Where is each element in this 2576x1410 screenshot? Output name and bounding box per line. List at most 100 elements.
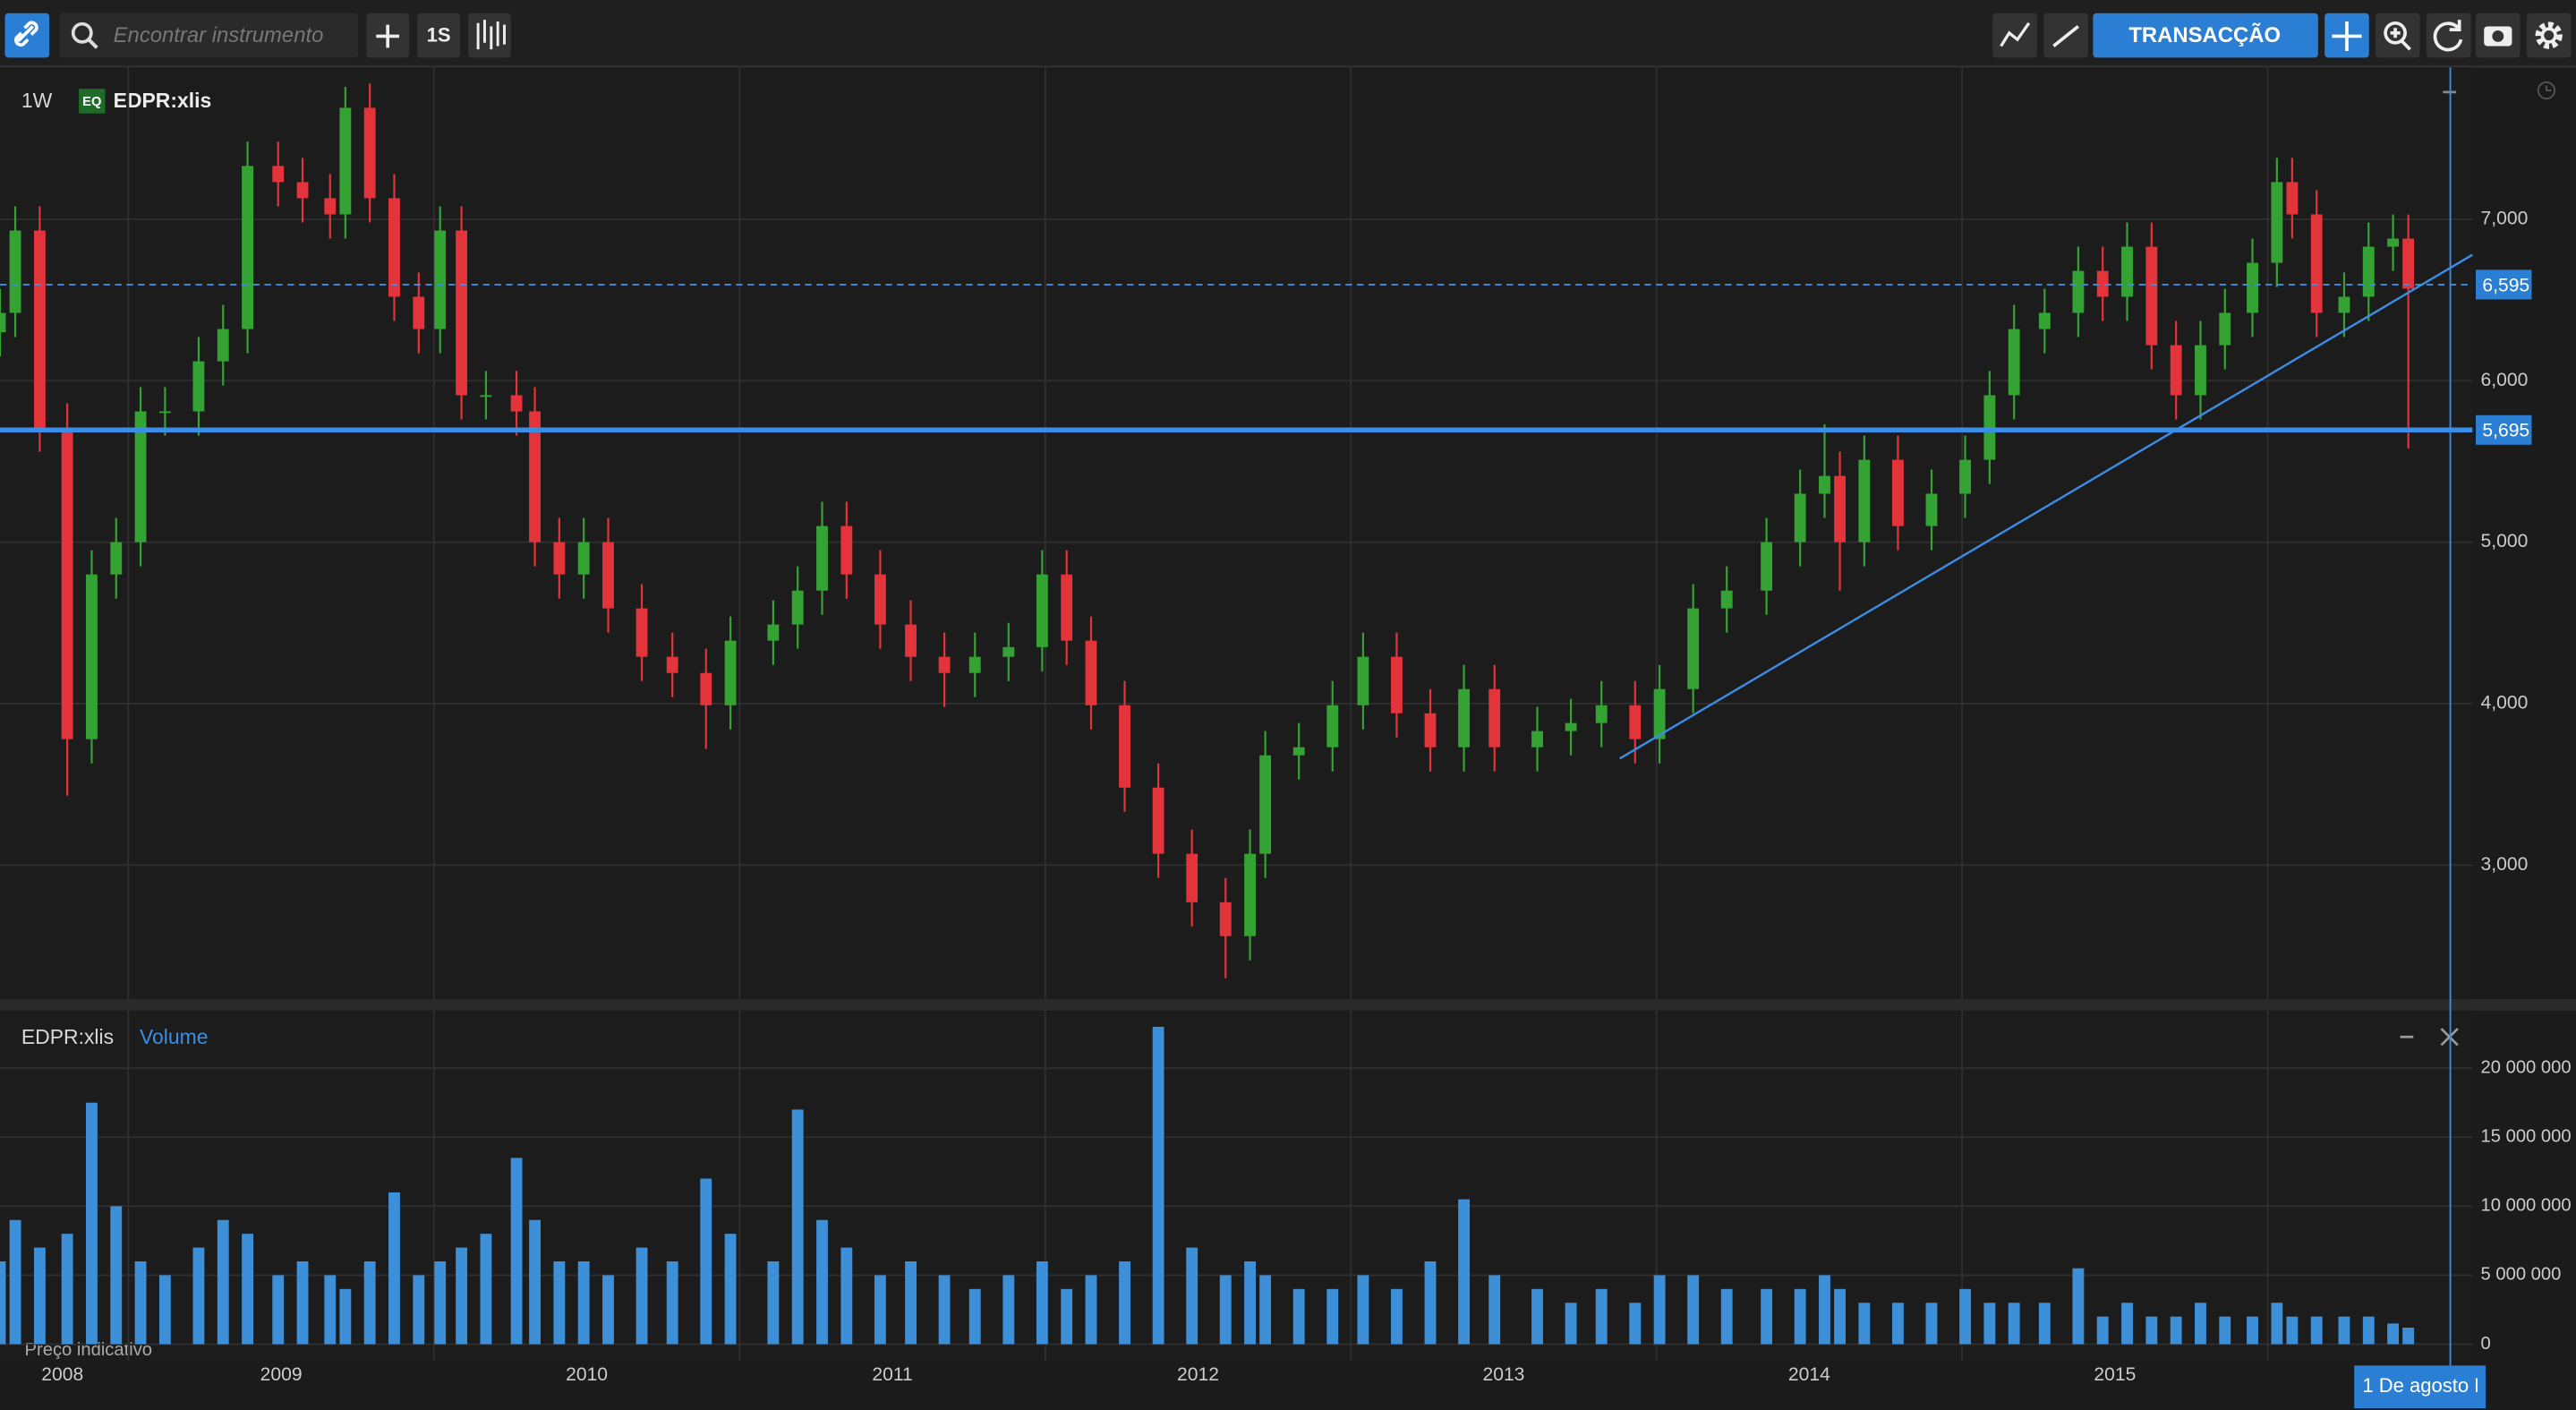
candle-body	[938, 656, 951, 673]
candle-body	[2387, 238, 2400, 247]
candle-body	[767, 624, 780, 641]
price-panel	[0, 67, 2473, 1000]
volume-bar	[1002, 1275, 1015, 1345]
candle-body	[1629, 705, 1642, 739]
candle-body	[61, 427, 73, 739]
volume-bar	[339, 1288, 352, 1345]
search-icon-handle	[87, 38, 98, 49]
settings-icon	[2535, 21, 2563, 49]
volume-bar	[324, 1275, 337, 1345]
interval-label: 1W	[21, 89, 53, 112]
panel-divider	[0, 999, 2576, 1011]
volume-bar	[110, 1206, 123, 1345]
candle-body	[700, 672, 712, 705]
volume-bar	[242, 1234, 254, 1345]
volume-bar	[938, 1275, 951, 1345]
candle-body	[2402, 238, 2415, 289]
volume-bar	[158, 1275, 171, 1345]
volume-bar	[1244, 1260, 1256, 1345]
candle-body	[217, 329, 229, 362]
volume-bar	[1834, 1288, 1846, 1345]
candle-body	[158, 411, 171, 414]
volume-bar	[272, 1275, 285, 1345]
price-line-label-box	[2476, 414, 2532, 445]
volume-bar	[2338, 1316, 2350, 1345]
candle-body	[388, 198, 400, 297]
candle-body	[2310, 214, 2323, 313]
volume-bar	[791, 1109, 804, 1345]
candle-body	[9, 230, 21, 313]
marks: 2008 2009 2010 2011 2012 2013 2014 2015 3,000 4,0…	[0, 67, 2572, 1385]
candle-body	[1219, 902, 1232, 936]
candle-body	[2219, 312, 2231, 346]
candle-body	[724, 640, 737, 705]
candle-body	[1531, 731, 1543, 748]
candle-body	[1565, 722, 1577, 731]
candle-body	[602, 542, 614, 609]
candle-body	[2096, 270, 2109, 297]
volume-bar	[2247, 1316, 2258, 1345]
search-icon	[71, 21, 93, 44]
volume-bar	[388, 1192, 400, 1345]
volume-bar	[510, 1158, 523, 1345]
settings-icon-ring	[2540, 27, 2557, 44]
candle-body	[2121, 246, 2133, 297]
volume-bar	[363, 1260, 376, 1345]
candle-body	[905, 624, 917, 657]
y-tick-label: 3,000	[2481, 854, 2529, 875]
candle-body	[1925, 493, 1938, 526]
link-button[interactable]	[4, 13, 50, 58]
candle-body	[666, 656, 678, 673]
volume-bar	[1391, 1288, 1403, 1345]
candle-body	[2072, 270, 2085, 313]
candle-body	[339, 107, 352, 215]
volume-bar	[840, 1247, 853, 1345]
interval-label: 1S	[427, 23, 451, 46]
trendline	[1619, 253, 2473, 760]
candle-body	[1244, 853, 1256, 936]
zoom-icon	[2384, 21, 2407, 45]
volume-bar	[1925, 1303, 1938, 1345]
candle-body	[134, 411, 147, 543]
x-tick-label: 2015	[2094, 1364, 2136, 1385]
candle-body	[1819, 475, 1830, 494]
candle-body	[1653, 688, 1666, 739]
price-line-label: 5,695	[2482, 421, 2529, 441]
candle-body	[272, 166, 285, 183]
volume-bar	[1219, 1275, 1232, 1345]
settings-button[interactable]	[2526, 13, 2572, 58]
y-tick-label: 15 000 000	[2481, 1127, 2572, 1147]
volume-bar	[602, 1275, 614, 1345]
volume-bar	[1061, 1288, 1073, 1345]
candle-body	[1761, 542, 1773, 591]
badge	[79, 89, 106, 114]
indicators-button[interactable]	[1992, 13, 2037, 58]
volume-bar	[1119, 1260, 1130, 1345]
x-tick-label: 2009	[260, 1364, 303, 1385]
candle-body	[529, 411, 541, 543]
price-title: EDPR:xlis	[114, 89, 212, 112]
candle-body	[2286, 182, 2299, 215]
volume-bar	[1761, 1288, 1773, 1345]
volume-bar	[1085, 1275, 1097, 1345]
candle-body	[2170, 345, 2182, 396]
interval-button[interactable]	[417, 13, 460, 58]
search-box[interactable]	[59, 13, 359, 58]
volume-bar	[635, 1247, 648, 1345]
candle-body	[1292, 747, 1305, 756]
trade-button[interactable]	[2093, 13, 2318, 58]
volume-bar	[666, 1260, 678, 1345]
volume-bar	[1259, 1275, 1272, 1345]
y-tick-label: 10 000 000	[2481, 1196, 2572, 1216]
link-icon	[14, 21, 38, 47]
candle-body	[1326, 705, 1339, 748]
candle-body	[1119, 705, 1130, 788]
candle-body	[1595, 705, 1608, 723]
volume-series-name: Volume	[140, 1025, 209, 1048]
badge-label: EQ	[82, 95, 101, 109]
volume-bar	[2387, 1323, 2400, 1345]
zoom-button[interactable]	[2376, 13, 2420, 58]
volume-bar	[2170, 1316, 2182, 1345]
candle-body	[1720, 590, 1733, 609]
candle-body	[192, 361, 205, 412]
